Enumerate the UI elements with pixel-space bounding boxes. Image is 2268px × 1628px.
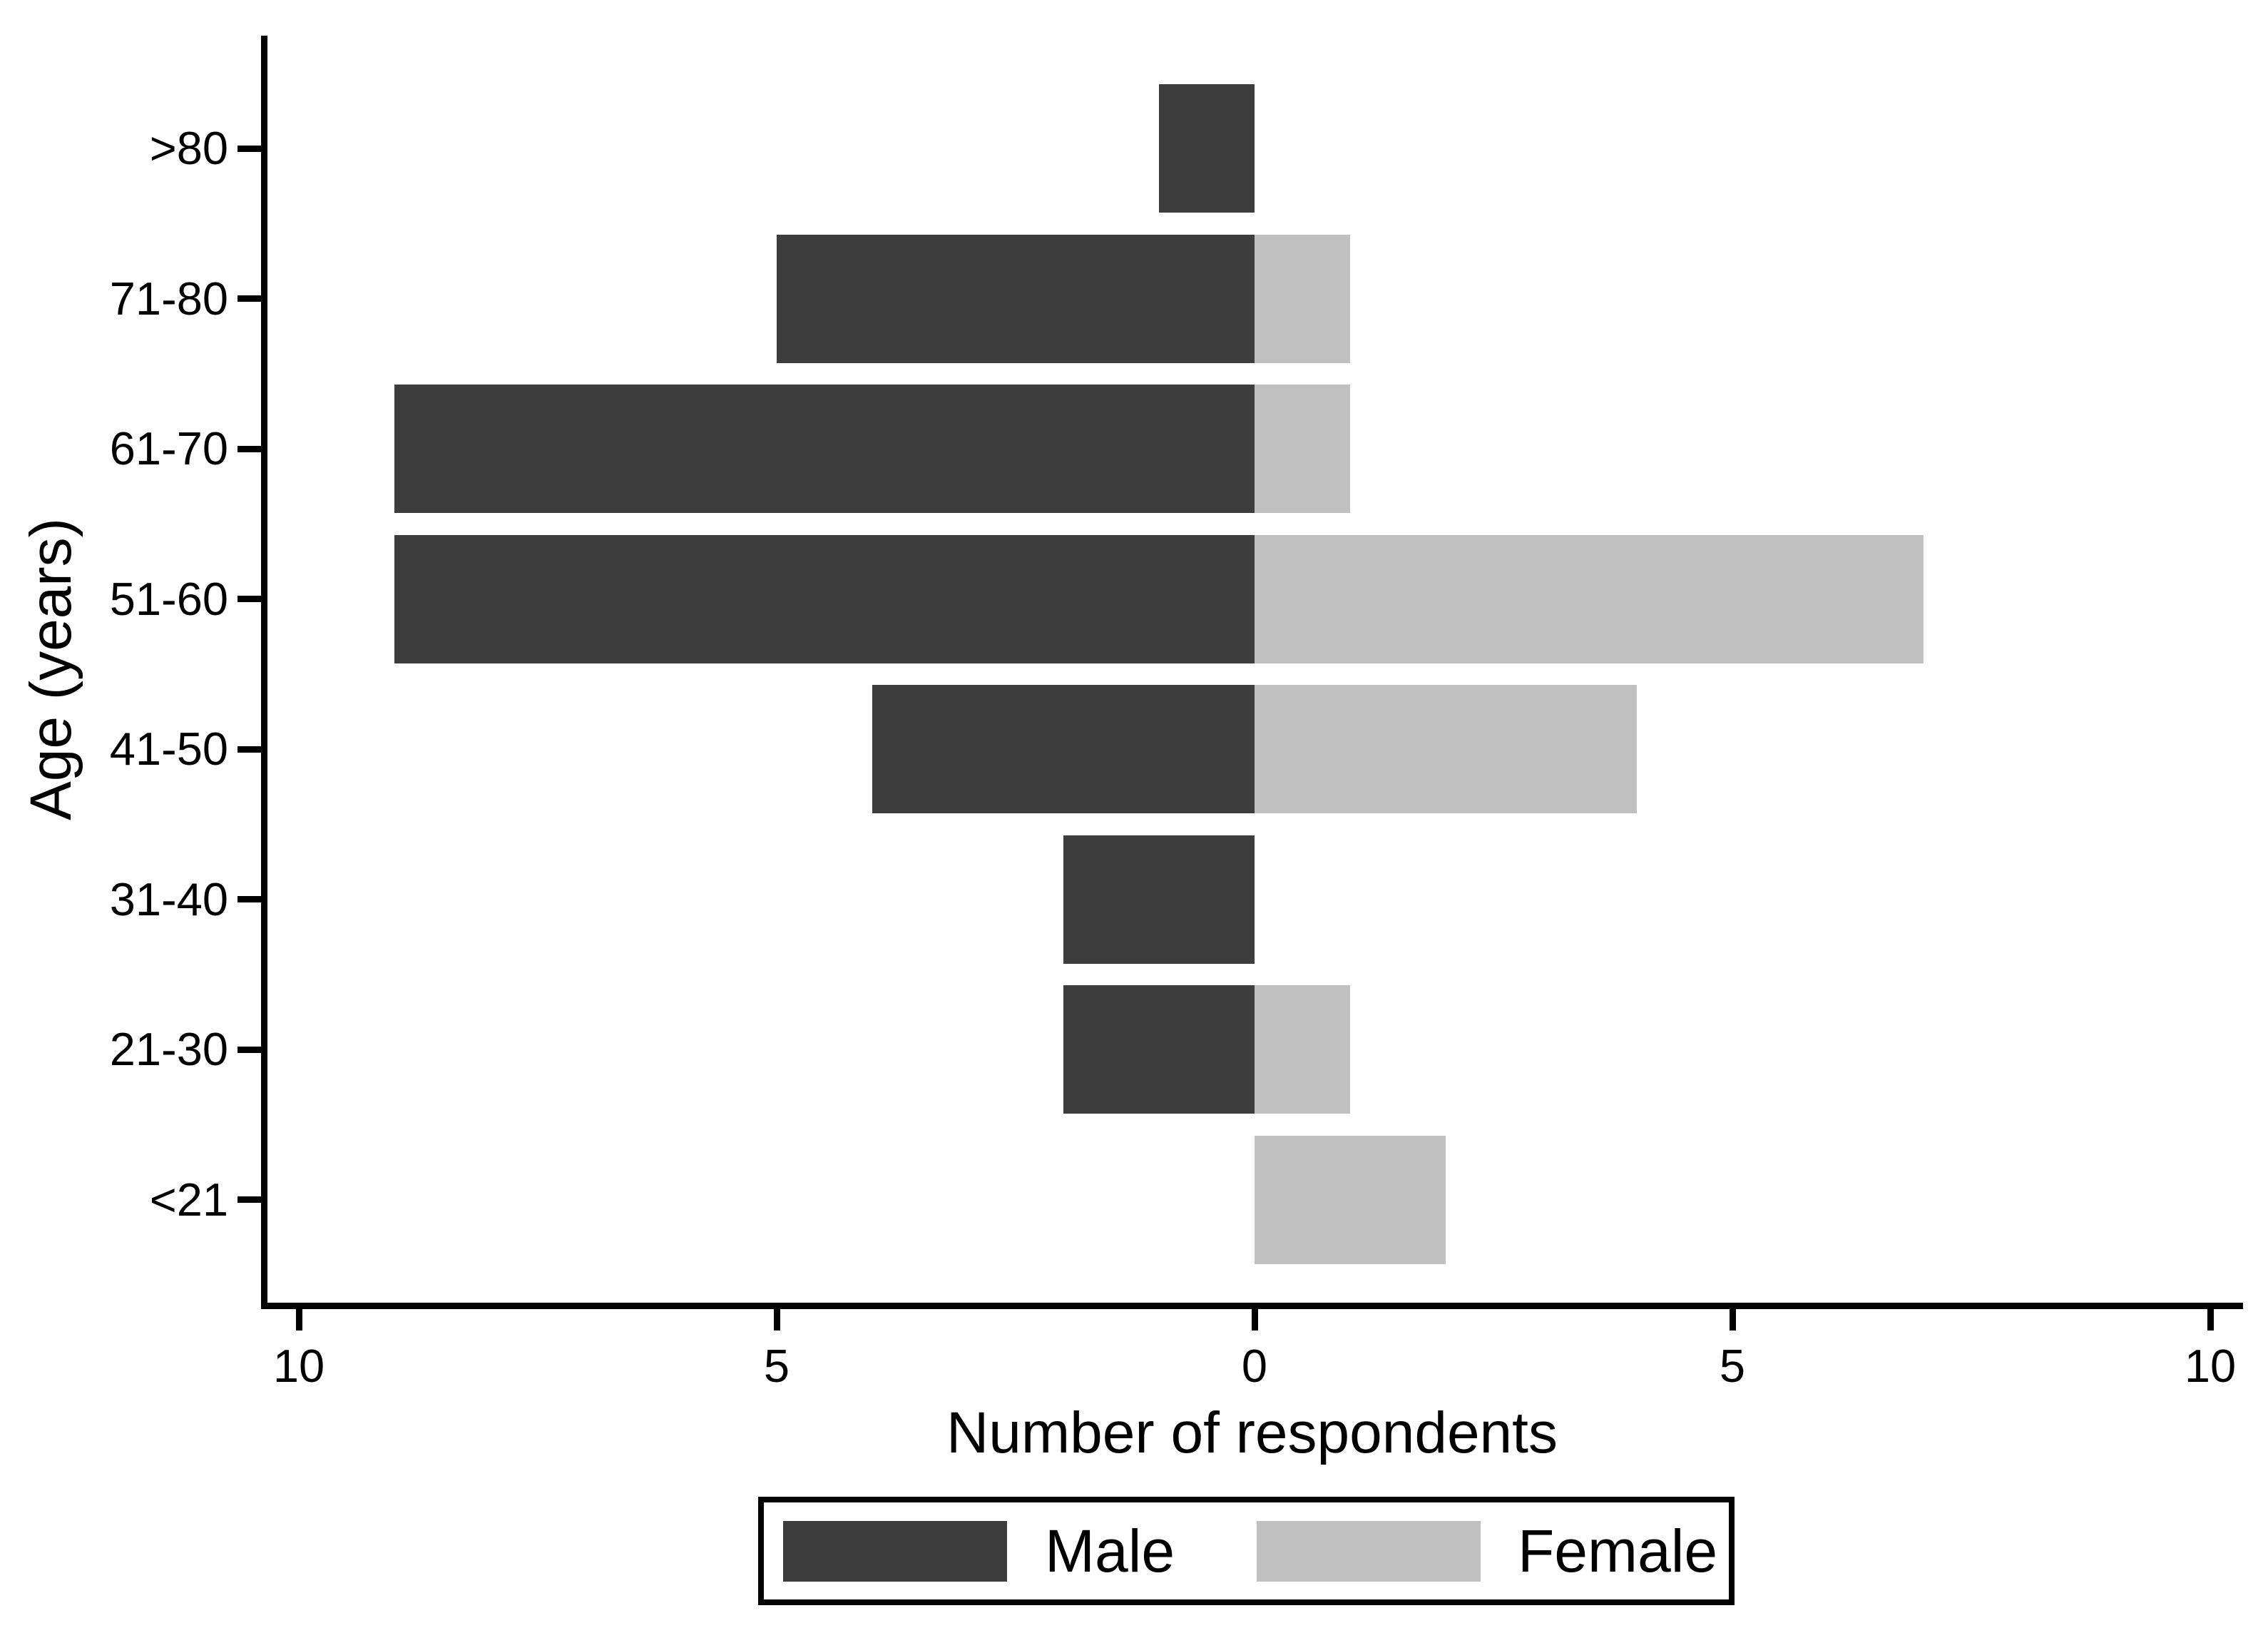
y-tick-label: 31-40: [109, 872, 228, 925]
bar-male-21-30: [1063, 985, 1255, 1114]
bar-female-71-80: [1255, 234, 1350, 363]
y-tick: [237, 295, 261, 302]
legend-male-label: Male: [1045, 1517, 1175, 1584]
bar-male->80: [1159, 84, 1255, 213]
y-tick: [237, 1196, 261, 1203]
bar-female-<21: [1255, 1135, 1446, 1264]
bar-male-61-70: [394, 385, 1255, 513]
y-tick-label: <21: [149, 1173, 228, 1226]
y-tick-label: >80: [149, 122, 228, 174]
x-tick: [773, 1309, 780, 1331]
bar-male-51-60: [394, 534, 1255, 663]
legend: Male Female: [758, 1497, 1735, 1605]
x-tick-label: 5: [1719, 1340, 1746, 1392]
bar-female-21-30: [1255, 985, 1350, 1114]
x-tick-label: 10: [272, 1340, 325, 1392]
legend-female-label: Female: [1518, 1517, 1718, 1584]
y-tick-label: 41-50: [109, 723, 228, 775]
y-tick: [237, 445, 261, 452]
bar-male-31-40: [1063, 835, 1255, 964]
y-tick: [237, 1046, 261, 1053]
bar-male-71-80: [777, 234, 1255, 363]
x-tick: [295, 1309, 302, 1331]
y-tick-label: 71-80: [109, 272, 228, 325]
x-tick-label: 0: [1241, 1340, 1268, 1392]
y-axis-line: [261, 36, 267, 1309]
x-tick: [1251, 1309, 1258, 1331]
legend-male-swatch: [783, 1521, 1007, 1582]
x-tick: [2207, 1309, 2214, 1331]
legend-female-swatch: [1257, 1521, 1481, 1582]
x-tick-label: 10: [2184, 1340, 2237, 1392]
x-axis-title: Number of respondents: [946, 1400, 1558, 1465]
x-tick-label: 5: [763, 1340, 790, 1392]
y-tick-label: 51-60: [109, 572, 228, 625]
y-tick: [237, 145, 261, 152]
x-axis-line: [261, 1303, 2243, 1309]
bar-female-51-60: [1255, 534, 1924, 663]
y-tick: [237, 596, 261, 602]
y-tick-label: 21-30: [109, 1023, 228, 1075]
bar-female-61-70: [1255, 385, 1350, 513]
y-axis-title: Age (years): [19, 518, 83, 820]
y-tick: [237, 896, 261, 902]
bar-female-41-50: [1255, 685, 1637, 813]
x-tick: [1729, 1309, 1736, 1331]
y-tick: [237, 746, 261, 753]
y-tick-label: 61-70: [109, 422, 228, 474]
bar-male-41-50: [872, 685, 1255, 813]
